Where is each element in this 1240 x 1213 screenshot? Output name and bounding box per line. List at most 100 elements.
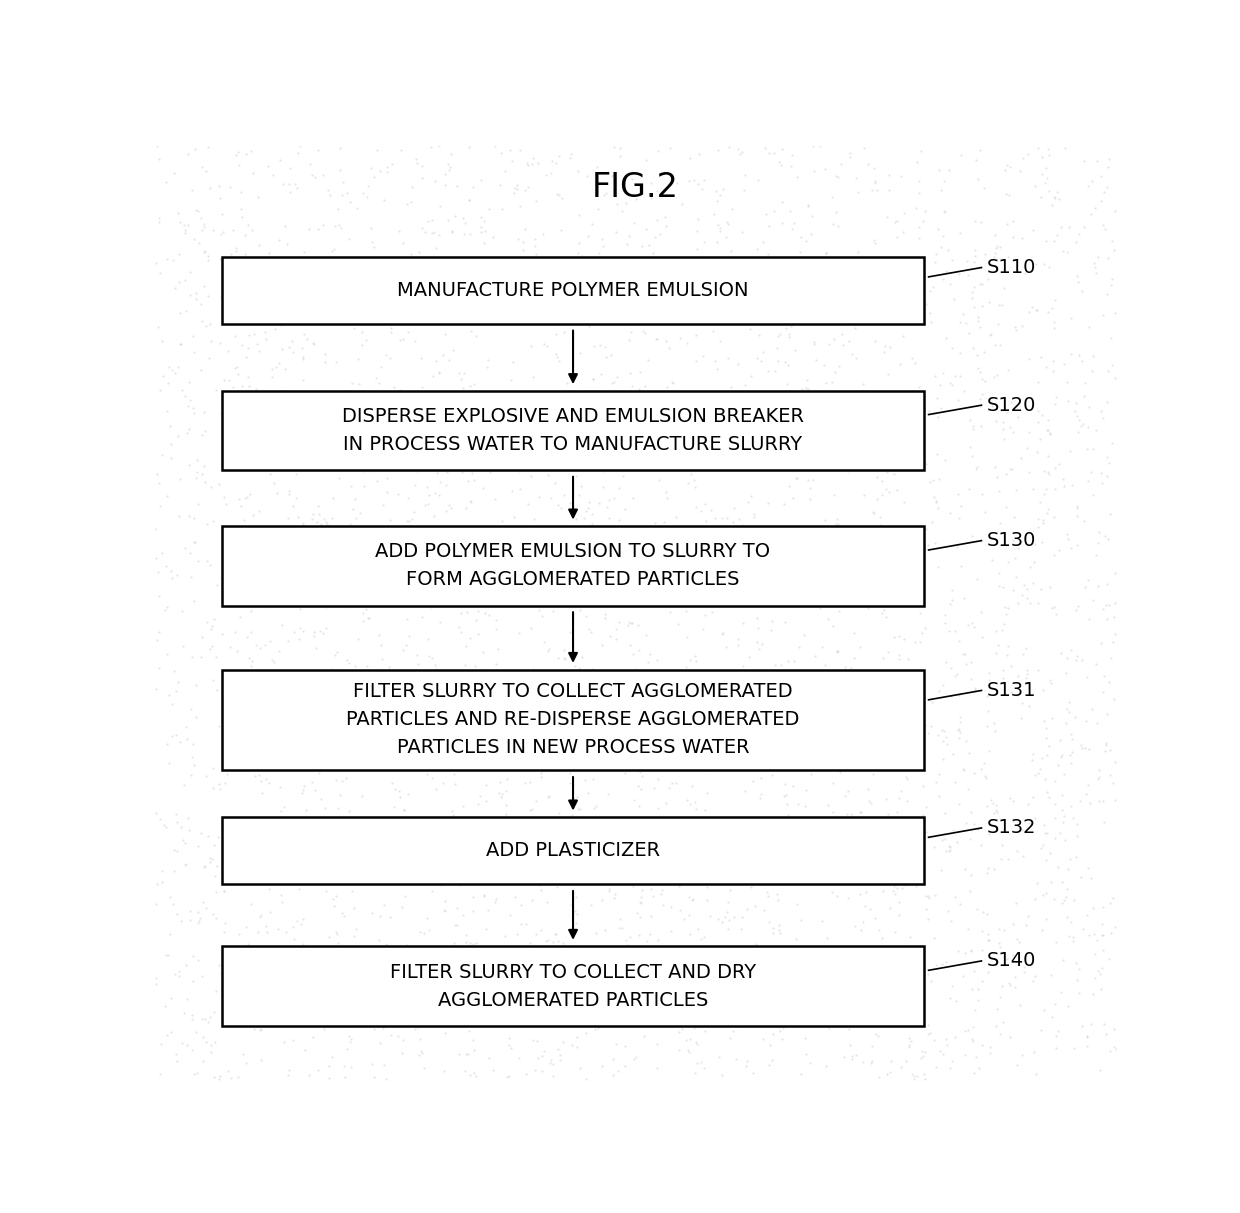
Point [558, 670, 578, 689]
Point [319, 460, 339, 479]
Point [259, 879, 279, 899]
Point [781, 832, 801, 852]
Point [565, 272, 585, 291]
Point [430, 197, 450, 216]
Point [429, 226, 449, 245]
Point [1075, 739, 1095, 758]
Point [728, 400, 748, 420]
Point [272, 285, 291, 304]
Point [232, 570, 252, 590]
Point [1099, 158, 1118, 177]
Point [864, 158, 884, 177]
Point [806, 351, 826, 370]
Point [751, 992, 771, 1012]
Point [210, 779, 229, 798]
Point [332, 186, 352, 205]
Point [325, 216, 345, 235]
Point [541, 1054, 560, 1074]
Point [761, 620, 781, 639]
Point [510, 668, 529, 688]
Point [237, 627, 257, 647]
Point [1034, 824, 1054, 843]
Point [352, 786, 372, 805]
Point [882, 980, 901, 1000]
Point [286, 489, 306, 508]
Point [233, 845, 253, 865]
Point [714, 943, 734, 962]
Point [184, 399, 203, 418]
Point [1044, 187, 1064, 206]
Point [687, 415, 707, 434]
Point [961, 865, 981, 884]
Point [723, 865, 743, 884]
Point [667, 542, 687, 562]
Point [935, 613, 955, 632]
Point [1013, 845, 1033, 865]
Point [268, 284, 288, 303]
Point [678, 272, 698, 291]
Point [435, 325, 455, 344]
Point [810, 701, 830, 721]
Point [1078, 439, 1097, 459]
Point [935, 203, 955, 222]
Point [653, 397, 673, 416]
Point [931, 180, 951, 199]
Point [423, 528, 443, 547]
Point [531, 767, 551, 786]
Point [435, 175, 455, 194]
Point [740, 486, 760, 506]
Point [181, 700, 201, 719]
Point [624, 870, 644, 889]
Point [701, 501, 720, 520]
Point [263, 165, 283, 184]
Point [522, 799, 542, 819]
Point [1011, 995, 1030, 1014]
Point [1071, 281, 1091, 301]
Point [1033, 919, 1053, 939]
Point [764, 201, 784, 221]
Point [398, 666, 418, 685]
Point [763, 533, 782, 552]
Point [645, 304, 665, 324]
Point [903, 348, 923, 368]
Point [870, 392, 890, 411]
Point [162, 694, 182, 713]
Point [311, 514, 331, 534]
Point [284, 455, 304, 474]
Point [1003, 945, 1023, 964]
Point [391, 524, 410, 543]
Point [642, 809, 662, 828]
Point [775, 748, 795, 768]
Point [670, 694, 689, 713]
Point [309, 496, 329, 516]
Point [782, 699, 802, 718]
Point [856, 421, 875, 440]
Point [730, 144, 750, 164]
Point [337, 1040, 357, 1059]
Point [688, 210, 708, 229]
Point [760, 748, 780, 768]
Point [1073, 919, 1092, 939]
Point [578, 499, 598, 518]
Point [878, 1065, 898, 1084]
Point [644, 991, 663, 1010]
Point [279, 454, 299, 473]
Point [1104, 240, 1123, 260]
Point [998, 598, 1018, 617]
Point [894, 573, 914, 592]
Point [497, 553, 517, 573]
Point [309, 139, 329, 159]
Point [718, 893, 738, 912]
Point [1105, 593, 1125, 613]
Point [513, 240, 533, 260]
Point [551, 1046, 570, 1065]
Point [232, 575, 252, 594]
Point [636, 981, 656, 1001]
Text: DISPERSE EXPLOSIVE AND EMULSION BREAKER
IN PROCESS WATER TO MANUFACTURE SLURRY: DISPERSE EXPLOSIVE AND EMULSION BREAKER … [342, 406, 804, 454]
Point [559, 494, 579, 513]
Point [1025, 1065, 1045, 1084]
Point [1076, 785, 1096, 804]
Point [631, 519, 651, 539]
Point [386, 586, 405, 605]
Point [290, 599, 310, 619]
